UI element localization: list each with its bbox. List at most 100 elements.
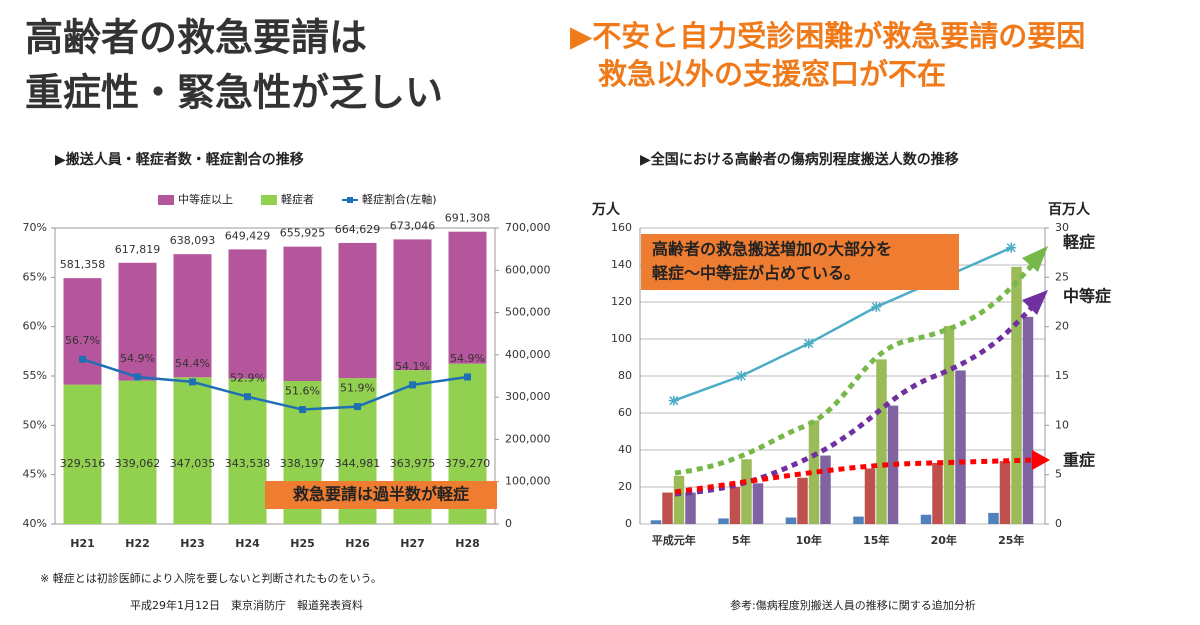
y-tick-label: 50%	[23, 418, 47, 431]
annotation-box	[641, 234, 959, 290]
bar	[887, 405, 899, 524]
legend-swatch	[261, 195, 277, 205]
bar-label: 379,270	[445, 457, 491, 470]
x-tick-label: H22	[125, 537, 150, 550]
legend-swatch	[347, 197, 353, 203]
total-label: 664,629	[335, 223, 381, 236]
bar	[988, 512, 999, 524]
y-tick-label: 0	[625, 517, 632, 530]
line-series	[82, 358, 468, 411]
y2-tick-label: 200,000	[505, 432, 551, 445]
x-tick-label: 25年	[998, 533, 1024, 547]
legend-swatch	[158, 195, 174, 205]
bar-segment	[283, 246, 322, 381]
line-marker	[189, 378, 196, 386]
slide-title: 重症性・緊急性が乏しい	[25, 71, 443, 115]
y-tick-label: 20	[618, 480, 632, 493]
y-unit: 万人	[591, 201, 621, 218]
x-tick-label: H27	[400, 537, 425, 550]
bar-segment	[173, 377, 212, 524]
x-tick-label: H23	[180, 537, 205, 550]
y-tick-label: 40%	[23, 517, 47, 530]
y2-tick-label: 30	[1055, 221, 1069, 234]
y-tick-label: 40	[618, 443, 632, 456]
y2-tick-label: 0	[505, 517, 512, 530]
legend-label: 中等症以上	[178, 192, 233, 206]
bar-label: 347,035	[170, 457, 216, 470]
bar	[999, 461, 1011, 524]
bar-segment	[393, 239, 432, 371]
bar-label: 343,538	[225, 457, 271, 470]
chart-title: ▶全国における高齢者の傷病別程度搬送人数の推移	[640, 151, 959, 168]
x-tick-label: 15年	[863, 533, 889, 547]
total-label: 673,046	[390, 219, 436, 232]
y-tick-label: 100	[611, 332, 632, 345]
bar	[785, 517, 797, 524]
trend-label: 軽症	[1063, 233, 1095, 252]
bar-segment	[338, 242, 377, 379]
bar	[864, 468, 876, 524]
source: 平成29年1月12日 東京消防庁 報道発表資料	[130, 598, 363, 612]
bar	[853, 516, 864, 524]
chart-title: ▶搬送人員・軽症者数・軽症割合の推移	[55, 151, 304, 168]
line-label: 54.9%	[120, 352, 155, 365]
line-marker	[736, 371, 747, 381]
line-marker	[79, 355, 86, 363]
y2-tick-label: 500,000	[505, 306, 551, 319]
x-tick-label: 10年	[796, 533, 822, 547]
bar-segment	[173, 254, 212, 378]
x-tick-label: 平成元年	[652, 533, 696, 547]
trend-arrow-head	[1032, 450, 1050, 470]
y2-tick-label: 10	[1055, 418, 1069, 431]
y-tick-label: 120	[611, 295, 632, 308]
bar	[718, 518, 729, 524]
x-tick-label: 5年	[732, 533, 751, 547]
y-tick-label: 160	[611, 221, 632, 234]
x-tick-label: H25	[290, 537, 315, 550]
trend-label: 中等症	[1063, 287, 1111, 306]
legend-label: 軽症者	[281, 192, 314, 206]
line-label: 54.1%	[395, 360, 430, 373]
headline: 救急以外の支援窓口が不在	[598, 57, 946, 91]
bar	[808, 420, 820, 524]
line-marker	[299, 406, 306, 414]
bar	[820, 455, 831, 524]
y2-tick-label: 20	[1055, 320, 1069, 333]
line-marker	[668, 395, 679, 406]
total-label: 691,308	[445, 212, 491, 225]
headline: ▶不安と自力受診困難が救急要請の要因	[570, 19, 1085, 53]
x-tick-label: H21	[70, 537, 95, 550]
y2-tick-label: 100,000	[505, 475, 551, 488]
trend-arrow	[674, 260, 1037, 476]
bar-label: 338,197	[280, 457, 326, 470]
bar	[662, 492, 673, 524]
total-label: 649,429	[225, 229, 271, 242]
annotation: 救急要請は過半数が軽症	[293, 485, 469, 504]
line-label: 54.4%	[175, 357, 210, 370]
total-label: 581,358	[60, 258, 106, 271]
x-tick-label: 20年	[931, 533, 957, 547]
source: 参考:傷病程度別搬送人員の推移に関する追加分析	[730, 598, 976, 612]
line-marker	[134, 373, 141, 381]
bar	[729, 487, 741, 524]
bar	[797, 477, 808, 524]
bar	[920, 514, 932, 524]
y2-tick-label: 0	[1055, 517, 1062, 530]
bar-label: 339,062	[115, 457, 161, 470]
y-tick-label: 65%	[23, 270, 47, 283]
y-tick-label: 45%	[23, 468, 47, 481]
y2-tick-label: 15	[1055, 369, 1069, 382]
bar-label: 363,975	[390, 457, 436, 470]
bar-segment	[63, 384, 102, 524]
y2-tick-label: 5	[1055, 468, 1062, 481]
annotation: 軽症～中等症が占めている。	[652, 264, 860, 283]
x-tick-label: H28	[455, 537, 480, 550]
line-label: 52.9%	[230, 372, 265, 385]
total-label: 638,093	[170, 234, 216, 247]
y2-tick-label: 600,000	[505, 263, 551, 276]
line-marker	[1006, 242, 1017, 253]
line-marker	[464, 373, 471, 381]
y2-unit: 百万人	[1048, 201, 1091, 218]
bar-label: 329,516	[60, 457, 106, 470]
